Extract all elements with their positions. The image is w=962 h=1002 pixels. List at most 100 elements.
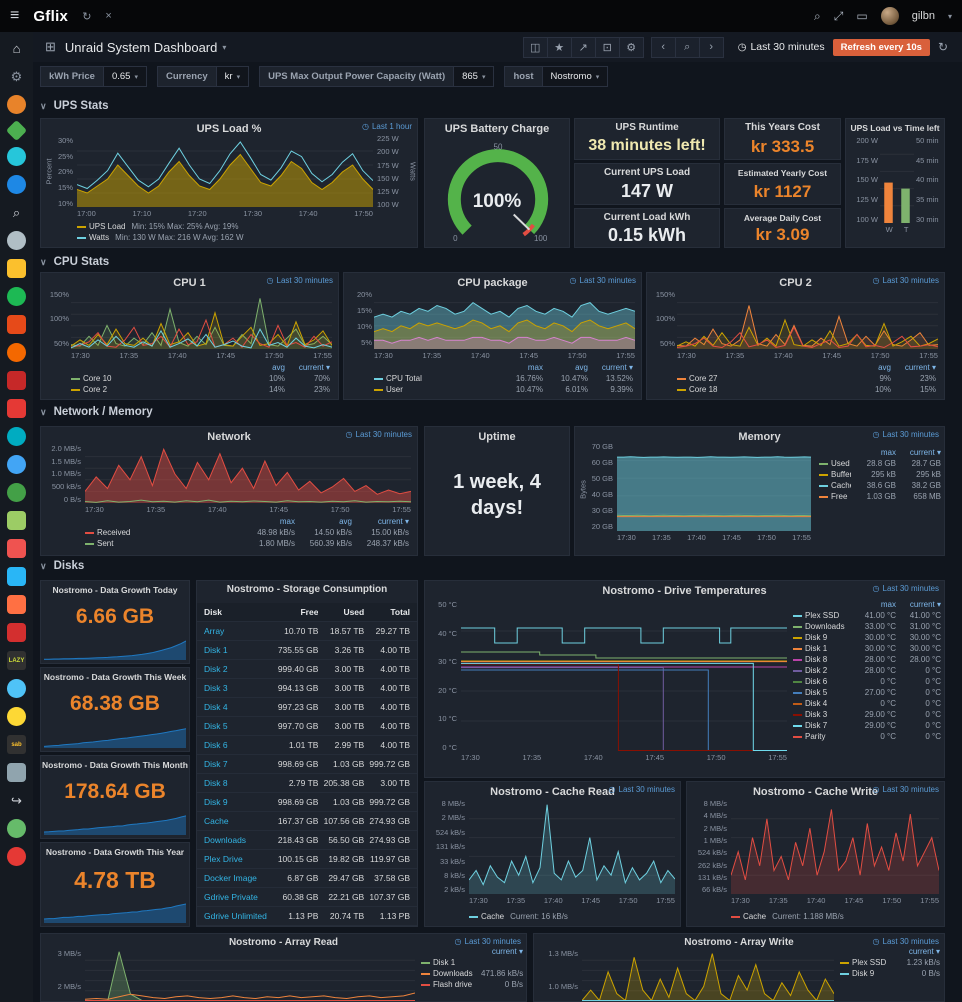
tab-refresh-icon[interactable]: ↻ xyxy=(82,10,92,23)
legend-item[interactable]: Disk 9 30.00 °C 30.00 °C xyxy=(793,632,941,643)
app-icon[interactable] xyxy=(7,483,26,502)
panel-title[interactable]: UPS Runtime xyxy=(615,122,679,133)
display-icon[interactable]: ▭ xyxy=(856,8,868,23)
app-icon[interactable] xyxy=(7,95,26,114)
legend-item[interactable]: Cache Current: 1.188 MB/s xyxy=(731,911,938,922)
legend-sort-header[interactable]: current ▾ xyxy=(904,363,936,372)
disk-name-link[interactable]: Disk 7 xyxy=(204,759,228,769)
time-series-chart[interactable] xyxy=(85,445,411,503)
panel-title[interactable]: This Years Cost xyxy=(745,122,820,133)
app-icon[interactable] xyxy=(7,819,26,838)
time-range-badge[interactable]: ◷ Last 30 minutes xyxy=(872,785,939,794)
fullscreen-icon[interactable]: ⤢ xyxy=(833,8,844,23)
disk-name-link[interactable]: Disk 6 xyxy=(204,740,228,750)
search-icon[interactable]: ⌕ xyxy=(814,8,821,23)
time-series-chart[interactable] xyxy=(374,291,635,349)
time-series-chart[interactable] xyxy=(469,800,675,894)
time-range-badge[interactable]: ◷ Last 30 minutes xyxy=(266,276,333,285)
app-icon[interactable] xyxy=(7,343,26,362)
disk-name-link[interactable]: Cache xyxy=(204,816,229,826)
legend-item[interactable]: Disk 6 0 °C 0 °C xyxy=(793,676,941,687)
app-icon[interactable] xyxy=(7,707,26,726)
username[interactable]: gilbn xyxy=(911,10,935,22)
time-series-chart[interactable] xyxy=(85,950,415,1001)
legend-sort-header[interactable]: max xyxy=(279,517,295,526)
legend-sort-header[interactable]: current ▾ xyxy=(908,947,940,956)
legend-item[interactable]: Disk 7 29.00 °C 0 °C xyxy=(793,720,941,731)
panel-title[interactable]: Nostromo - Data Growth This Month xyxy=(42,760,188,770)
time-series-chart[interactable] xyxy=(677,291,938,349)
time-range-badge[interactable]: ◷ Last 30 minutes xyxy=(872,430,939,439)
column-header[interactable]: Free xyxy=(300,607,319,617)
zoom-out-button[interactable]: ⌕ xyxy=(674,36,700,58)
save-button[interactable]: ⊡ xyxy=(594,36,620,58)
app-icon[interactable] xyxy=(7,287,26,306)
row-header-network-memory[interactable]: ∨ Network / Memory xyxy=(40,406,153,418)
panel-title[interactable]: UPS Load vs Time left xyxy=(850,123,940,133)
legend-item[interactable]: Disk 4 0 °C 0 °C xyxy=(793,698,941,709)
panel-title[interactable]: Estimated Yearly Cost xyxy=(737,168,828,178)
share-button[interactable]: ↗ xyxy=(570,36,596,58)
app-icon[interactable] xyxy=(7,511,26,530)
legend-item[interactable]: Disk 5 27.00 °C 0 °C xyxy=(793,687,941,698)
add-panel-button[interactable]: ◫ xyxy=(522,36,548,58)
panel-title[interactable]: Current Load kWh xyxy=(603,212,691,223)
panel-title[interactable]: Nostromo - Data Growth This Year xyxy=(45,847,185,857)
app-icon[interactable] xyxy=(7,147,26,166)
time-series-chart[interactable] xyxy=(582,950,834,1001)
disk-name-link[interactable]: Downloads xyxy=(204,835,247,845)
app-icon[interactable] xyxy=(7,259,26,278)
disk-name-link[interactable]: Disk 5 xyxy=(204,721,228,731)
legend-item[interactable]: Flash drive 0 B/s xyxy=(421,979,523,990)
app-icon[interactable] xyxy=(7,399,26,418)
legend-item[interactable]: User 10.47% 6.01% 9.39% xyxy=(374,384,633,395)
time-range-picker[interactable]: ◷ Last 30 minutes xyxy=(738,41,825,53)
legend-item[interactable]: Disk 1 xyxy=(421,957,523,968)
panel-title[interactable]: Nostromo - Array Write xyxy=(684,937,794,948)
variable-value-dropdown[interactable]: Nostromo ▾ xyxy=(542,66,609,87)
bar-chart[interactable] xyxy=(880,137,914,223)
app-icon[interactable] xyxy=(7,539,26,558)
disk-name-link[interactable]: Gdrive Private xyxy=(204,892,258,902)
disk-name-link[interactable]: Array xyxy=(204,626,225,636)
legend-item[interactable]: Core 10 10% 70% xyxy=(71,373,330,384)
legend-item[interactable]: Disk 2 28.00 °C 0 °C xyxy=(793,665,941,676)
dashboard-title-dropdown[interactable]: Unraid System Dashboard xyxy=(64,39,218,55)
app-icon[interactable] xyxy=(7,427,26,446)
panel-title[interactable]: Nostromo - Data Growth This Week xyxy=(43,672,187,682)
disk-name-link[interactable]: Disk 2 xyxy=(204,664,228,674)
app-icon[interactable] xyxy=(7,623,26,642)
avatar[interactable] xyxy=(880,7,899,25)
dashboard-settings-button[interactable]: ⚙ xyxy=(618,36,644,58)
panel-title[interactable]: Nostromo - Data Growth Today xyxy=(52,585,178,595)
home-icon[interactable]: ⌂ xyxy=(12,41,21,56)
app-icon[interactable] xyxy=(7,763,26,782)
gear-icon[interactable]: ⚙ xyxy=(10,69,23,84)
refresh-interval-badge[interactable]: Refresh every 10s xyxy=(832,38,930,56)
app-icon[interactable]: LAZY xyxy=(7,651,26,670)
legend-sort-header[interactable]: avg xyxy=(272,363,285,372)
search-icon[interactable]: ⌕ xyxy=(12,205,21,220)
legend-item[interactable]: Disk 8 28.00 °C 28.00 °C xyxy=(793,654,941,665)
disk-name-link[interactable]: Disk 3 xyxy=(204,683,228,693)
hamburger-menu-icon[interactable]: ≡ xyxy=(10,7,20,24)
legend-item[interactable]: Plex SSD 41.00 °C 41.00 °C xyxy=(793,610,941,621)
app-icon[interactable]: sab xyxy=(7,735,26,754)
panel-title[interactable]: CPU package xyxy=(457,277,528,289)
column-header[interactable]: Used xyxy=(343,607,365,617)
panel-title[interactable]: Network xyxy=(207,431,251,443)
disk-name-link[interactable]: Disk 1 xyxy=(204,645,228,655)
panel-title[interactable]: Uptime xyxy=(478,431,516,443)
legend-sort-header[interactable]: max xyxy=(527,363,543,372)
app-icon[interactable] xyxy=(7,231,26,250)
variable-value-dropdown[interactable]: kr ▾ xyxy=(216,66,250,87)
row-header-ups-stats[interactable]: ∨ UPS Stats xyxy=(40,100,109,112)
time-range-badge[interactable]: ◷ Last 30 minutes xyxy=(872,584,939,593)
disk-name-link[interactable]: Docker Image xyxy=(204,873,257,883)
legend-item[interactable]: Free 1.03 GB 658 MB xyxy=(819,491,941,502)
time-series-chart[interactable] xyxy=(71,291,332,349)
variable-value-dropdown[interactable]: 865 ▾ xyxy=(454,66,495,87)
legend-item[interactable]: CPU Total 16.76% 10.47% 13.52% xyxy=(374,373,633,384)
legend-sort-header[interactable]: avg xyxy=(339,517,352,526)
disk-name-link[interactable]: Plex Drive xyxy=(204,854,243,864)
